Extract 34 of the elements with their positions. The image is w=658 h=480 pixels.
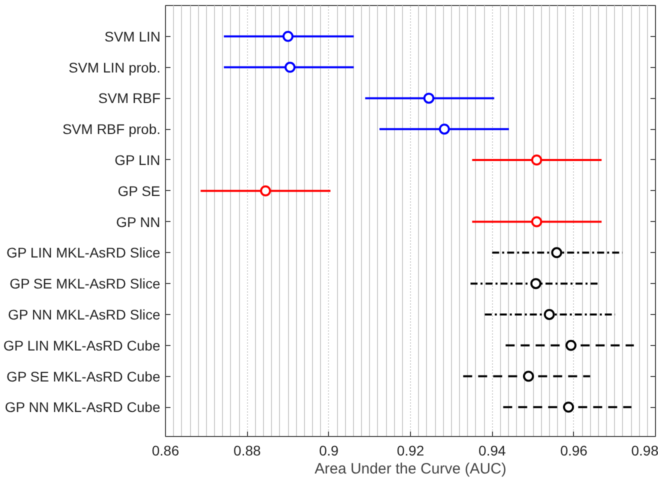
x-tick-label: 0.98 <box>631 442 658 458</box>
point <box>531 154 542 166</box>
point <box>282 30 294 42</box>
y-tick-label: SVM LIN prob. <box>68 59 161 76</box>
point <box>523 370 534 382</box>
point <box>544 308 555 320</box>
x-tick-label: 0.96 <box>560 442 588 458</box>
point <box>531 216 542 228</box>
point <box>551 247 562 258</box>
x-tick-label: 0.86 <box>152 442 180 458</box>
y-tick-label: SVM RBF prob. <box>62 121 161 138</box>
point <box>260 185 272 196</box>
y-tick-label: GP SE MKL-AsRD Cube <box>6 368 160 384</box>
point <box>284 62 296 73</box>
y-tick-label: GP SE MKL-AsRD Slice <box>10 276 160 292</box>
y-tick-label: GP LIN MKL-AsRD Slice <box>6 244 160 261</box>
y-tick-label: GP NN <box>116 214 160 230</box>
x-tick-label: 0.9 <box>319 442 339 458</box>
point <box>423 92 434 104</box>
point <box>565 340 576 351</box>
y-tick-label: SVM RBF <box>98 90 161 106</box>
x-tick-label: 0.88 <box>234 442 262 458</box>
y-tick-label: GP NN MKL-AsRD Slice <box>8 306 160 322</box>
point <box>563 402 574 413</box>
y-tick-label: GP NN MKL-AsRD Cube <box>4 399 160 416</box>
point <box>438 124 450 135</box>
y-tick-label: SVM LIN <box>104 28 160 44</box>
y-tick-label: GP LIN MKL-AsRD Cube <box>3 337 160 354</box>
x-tick-label: 0.94 <box>478 442 506 458</box>
y-tick-label: GP SE <box>118 182 160 199</box>
x-axis-title: Area Under the Curve (AUC) <box>314 460 506 478</box>
y-tick-label: GP LIN <box>114 152 160 168</box>
point <box>530 278 542 290</box>
x-tick-label: 0.92 <box>396 442 424 458</box>
